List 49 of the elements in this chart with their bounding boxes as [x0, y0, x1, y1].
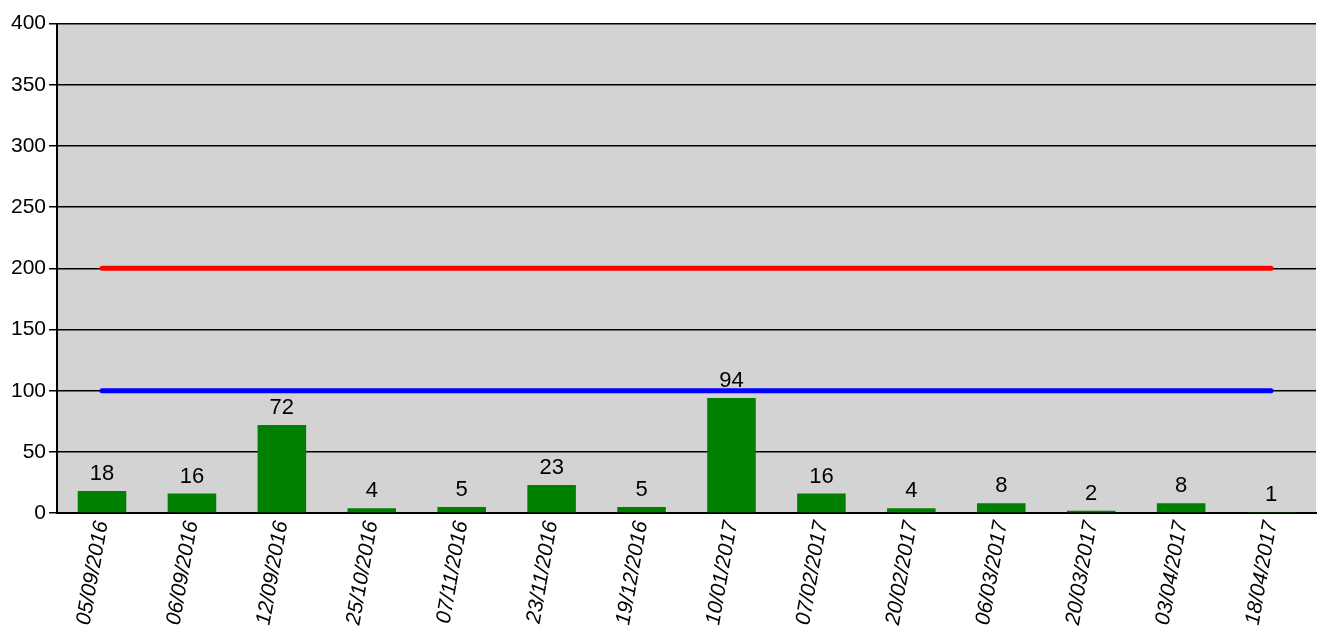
x-tick-label: 07/11/2016	[430, 518, 472, 625]
data-label: 23	[539, 454, 564, 480]
bar	[77, 491, 127, 513]
data-label: 72	[269, 394, 295, 420]
data-label: 4	[365, 477, 378, 503]
data-label: 18	[89, 460, 115, 486]
x-tick-label: 20/02/2017	[879, 517, 922, 628]
data-label: 1	[1264, 480, 1278, 506]
y-tick-label: 250	[10, 193, 47, 217]
x-tick-label: 10/01/2017	[700, 517, 742, 627]
y-tick-label: 150	[10, 316, 47, 340]
bar	[887, 508, 936, 513]
data-label: 5	[635, 476, 648, 502]
bar	[167, 493, 217, 513]
data-label: 5	[455, 476, 468, 502]
y-tick-label: 0	[34, 499, 47, 523]
x-tick-label: 23/11/2016	[520, 518, 562, 626]
bar	[707, 398, 756, 513]
bar	[437, 507, 486, 513]
x-tick-label: 12/09/2016	[250, 518, 292, 627]
y-tick-label: 300	[10, 132, 47, 156]
data-label: 4	[905, 477, 918, 503]
data-label: 2	[1085, 479, 1098, 505]
x-tick-label: 19/12/2016	[610, 518, 652, 627]
y-tick-label: 100	[10, 377, 47, 401]
x-tick-label: 05/09/2016	[70, 518, 112, 627]
bar	[1156, 503, 1206, 513]
x-tick-label: 06/09/2016	[160, 518, 202, 627]
y-tick-label: 200	[10, 255, 47, 279]
data-label: 16	[809, 462, 834, 488]
x-tick-label: 07/02/2017	[790, 517, 832, 627]
data-label: 8	[1174, 472, 1188, 498]
y-tick-label: 50	[22, 438, 47, 462]
bar	[976, 503, 1026, 513]
x-tick-label: 18/04/2017	[1239, 517, 1281, 627]
y-tick-label: 350	[10, 71, 47, 95]
x-tick-label: 03/04/2017	[1149, 517, 1192, 627]
bar	[257, 425, 307, 513]
bar	[617, 507, 666, 513]
bar	[527, 484, 576, 513]
bar	[347, 508, 397, 513]
x-tick-label: 06/03/2017	[970, 517, 1012, 627]
x-tick-label: 25/10/2016	[340, 518, 382, 628]
x-tick-label: 20/03/2017	[1059, 517, 1102, 628]
y-tick-label: 400	[10, 10, 47, 34]
data-label: 94	[719, 367, 744, 393]
data-label: 8	[995, 472, 1008, 498]
bar	[797, 493, 846, 513]
data-label: 16	[179, 462, 205, 488]
